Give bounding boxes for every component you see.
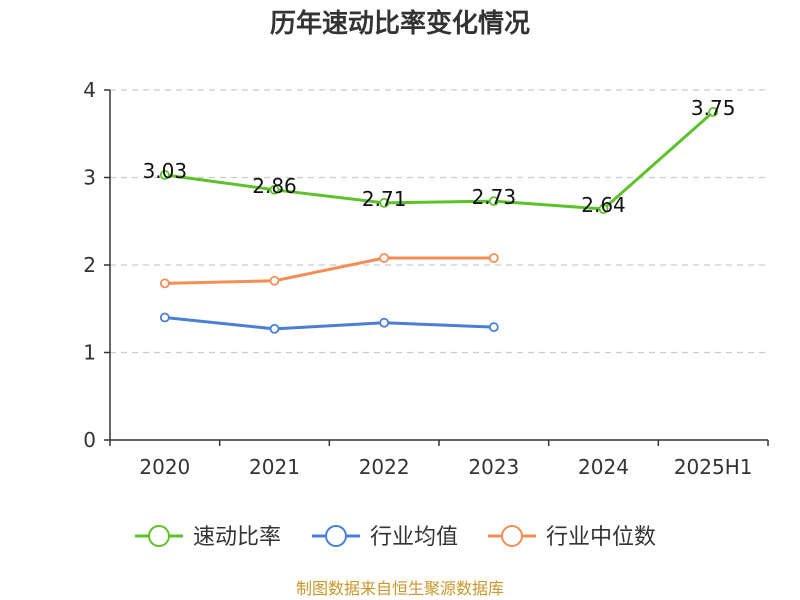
data-point [269,323,280,334]
source-note: 制图数据来自恒生聚源数据库 [296,579,504,598]
grid-lines [110,89,768,354]
legend-marker [148,525,170,547]
series-layer [159,106,719,334]
legend: 速动比率 行业均值 行业中位数 [135,525,656,550]
legend-item-0: 速动比率 [135,525,281,550]
legend-item-1: 行业均值 [312,525,458,550]
legend-marker [501,525,523,547]
series-0 [159,106,719,214]
y-tick-label: 2 [83,253,96,277]
x-tick-label: 2021 [249,455,300,479]
axes: 0 1 2 3 4 2020 2021 2022 2023 2024 2025H1 [83,78,769,479]
data-labels: 3.03 2.86 2.71 2.73 2.64 3.75 [143,96,736,217]
series-line [164,256,494,285]
legend-label: 行业中位数 [546,525,656,550]
x-tick-label: 2022 [359,455,410,479]
data-point [379,317,390,328]
data-label: 2.64 [581,193,626,217]
y-tick-label: 1 [83,341,96,365]
data-point [159,312,170,323]
series-2 [159,253,499,289]
chart-title: 历年速动比率变化情况 [270,8,530,39]
data-point [269,275,280,286]
series-1 [159,312,499,334]
data-point [708,106,719,117]
data-point [488,322,499,333]
data-point [269,184,280,195]
y-tick-label: 3 [83,166,96,190]
legend-item-2: 行业中位数 [488,525,656,550]
x-tick-label: 2023 [468,455,519,479]
data-label: 2.86 [252,174,297,198]
data-point [159,278,170,289]
y-tick-label: 0 [83,428,96,452]
data-label: 3.03 [143,159,188,183]
data-point [488,253,499,263]
x-tick-label: 2025H1 [674,455,753,479]
data-point [159,169,170,180]
series-line [164,316,494,331]
series-line [164,110,715,211]
data-label: 2.71 [362,187,407,211]
data-point [598,204,609,214]
data-point [379,197,390,208]
data-point [379,253,390,263]
data-label: 3.75 [691,96,736,120]
x-tick-label: 2020 [139,455,190,479]
x-tick-label: 2024 [578,455,629,479]
legend-label: 速动比率 [193,525,281,550]
data-point [488,196,499,207]
legend-label: 行业均值 [370,525,458,550]
y-tick-label: 4 [83,78,96,102]
legend-marker [325,525,347,547]
data-label: 2.73 [472,185,517,209]
